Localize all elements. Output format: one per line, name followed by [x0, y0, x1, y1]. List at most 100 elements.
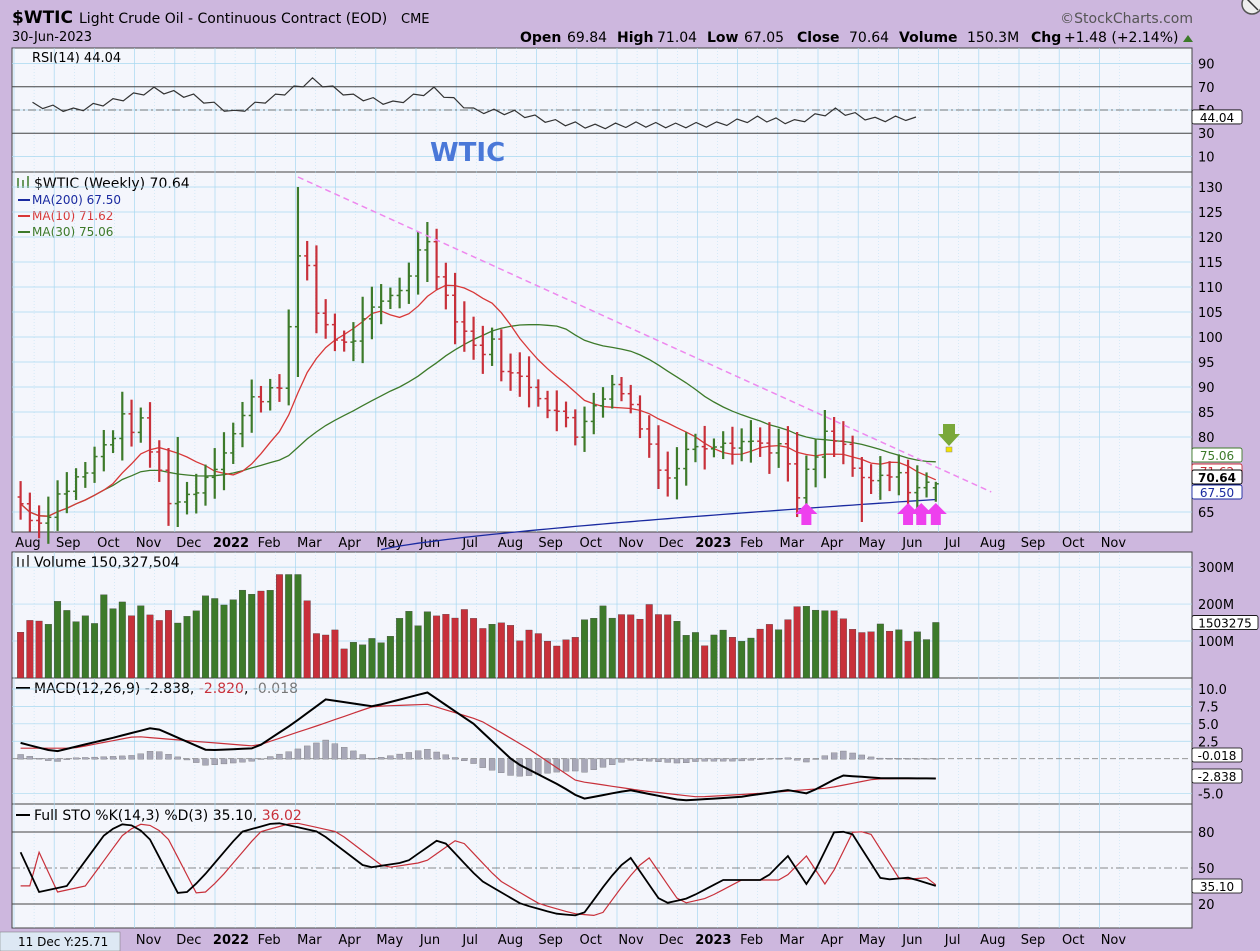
macd-histogram-bar [341, 747, 348, 760]
macd-histogram-bar [544, 758, 551, 774]
macd-histogram-bar [368, 758, 376, 760]
volume-bar [220, 604, 228, 679]
sto-title: Full STO %K(14,3) %D(3) 35.10, 36.02 [34, 808, 302, 824]
macd-value-label: -0.018 [1198, 749, 1237, 763]
volume-bar [414, 625, 422, 679]
instrument-name: Light Crude Oil - Continuous Contract (E… [79, 11, 387, 27]
macd-histogram-bar [507, 758, 514, 776]
volume-value-box [1191, 615, 1259, 630]
volume-bar [497, 622, 505, 679]
volume-bar [608, 617, 616, 679]
macd-histogram-bar [193, 758, 200, 763]
macd-histogram-bar [572, 758, 579, 772]
macd-histogram-bar [683, 758, 690, 764]
x-tick-label: Sep [1021, 933, 1046, 948]
macd-histogram-bar [285, 751, 292, 760]
macd-histogram-bar [562, 758, 570, 772]
volume-bar [386, 636, 394, 679]
x-tick-label: May [376, 536, 403, 551]
macd-histogram-bar [405, 752, 413, 760]
x-tick-label: Feb [258, 933, 281, 948]
high-value: 71.04 [657, 30, 697, 46]
macd-histogram-bar [636, 758, 644, 761]
volume-bar [44, 624, 52, 679]
marker-square [945, 446, 953, 453]
macd-histogram-bar [840, 750, 847, 760]
macd-histogram-bar [396, 753, 403, 760]
x-axis-bottom: Nov Dec 2022 Feb Mar Apr May Jun Jul Aug Sep Oct Nov… [136, 933, 1126, 948]
volume-bar [525, 629, 533, 679]
x-tick-label: Aug [15, 536, 40, 551]
volume-bar [396, 618, 404, 679]
volume-bar [146, 614, 154, 679]
price-value-label: 75.06 [1200, 449, 1234, 463]
sto-panel [11, 803, 1193, 929]
macd-value-label: -2.838 [1198, 770, 1237, 784]
chart-date: 30-Jun-2023 [12, 30, 92, 45]
value-box [1191, 109, 1243, 125]
x-tick-label: Feb [740, 536, 763, 551]
macd-histogram-bar [109, 756, 117, 760]
volume-bar [488, 624, 496, 679]
x-tick-label: Mar [297, 536, 322, 551]
macd-value-box [1191, 768, 1243, 784]
volume-bar [109, 608, 117, 679]
macd-histogram-bar [461, 758, 468, 761]
rsi-chart: RSI(14) 44.04 907050301044.04 [12, 51, 1243, 165]
x-tick-label: Oct [580, 536, 602, 551]
macd-histogram-bar [757, 758, 764, 760]
macd-histogram-bar [812, 758, 819, 760]
volume-bar [793, 606, 801, 679]
volume-bar [867, 631, 875, 679]
volume-bar [691, 632, 699, 679]
x-tick-label: 2023 [695, 536, 731, 551]
volume-bar [923, 639, 931, 679]
volume-bar [239, 589, 246, 679]
macd-histogram-bar [424, 749, 431, 760]
macd-histogram-bar [156, 751, 163, 760]
macd-histogram-bar [923, 758, 930, 760]
x-tick-label: Oct [580, 933, 602, 948]
y-tick-label: 7.5 [1198, 700, 1219, 715]
x-tick-label: Jun [901, 933, 922, 948]
up-arrow-icon [924, 503, 947, 525]
macd-histogram-bar [119, 755, 126, 760]
volume-bar [886, 630, 894, 679]
x-tick-label: Feb [258, 536, 281, 551]
macd-histogram-bar [377, 757, 385, 760]
volume-bar [599, 605, 607, 679]
x-tick-label: Oct [97, 536, 119, 551]
up-arrow-icon [897, 503, 920, 525]
macd-histogram-bar [673, 758, 681, 764]
y-tick-label: 125 [1198, 206, 1223, 221]
close-icon[interactable] [1241, 0, 1260, 15]
x-tick-label: May [376, 933, 403, 948]
volume-bar [322, 634, 330, 679]
macd-histogram-bar [599, 758, 607, 768]
volume-bar [636, 619, 644, 679]
macd-histogram-bar [45, 758, 52, 761]
macd-histogram-bar [17, 754, 24, 760]
volume-bar [63, 610, 71, 679]
x-tick-label: Mar [297, 933, 322, 948]
macd-histogram-bar [35, 758, 43, 760]
x-tick-label: Nov [618, 933, 644, 948]
macd-histogram-bar [830, 752, 838, 760]
macd-histogram-bar [581, 758, 588, 773]
volume-bar [895, 629, 903, 679]
price-value-box [1191, 469, 1243, 485]
volume-label: Volume [899, 30, 958, 46]
legend-entry: MA(30) 75.06 [32, 225, 113, 239]
macd-histogram-bar [720, 758, 727, 762]
volume-bar [377, 642, 385, 679]
volume-bar [285, 574, 293, 679]
macd-histogram-bar [248, 758, 255, 762]
macd-histogram-bar [701, 758, 708, 762]
volume-bar [710, 634, 718, 679]
volume-bar [581, 619, 588, 679]
macd-histogram-bar [294, 748, 302, 760]
x-tick-label: Nov [136, 933, 162, 948]
volume-bar [645, 604, 653, 679]
volume-bar [165, 610, 172, 679]
